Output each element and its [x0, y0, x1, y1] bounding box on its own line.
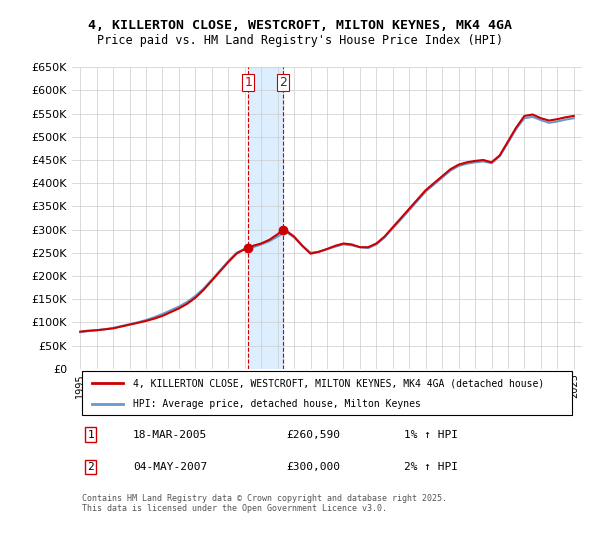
Text: 04-MAY-2007: 04-MAY-2007 [133, 462, 208, 472]
FancyBboxPatch shape [82, 371, 572, 416]
Text: £300,000: £300,000 [286, 462, 340, 472]
Text: 2: 2 [280, 76, 287, 89]
Text: 2% ↑ HPI: 2% ↑ HPI [404, 462, 458, 472]
Text: 1% ↑ HPI: 1% ↑ HPI [404, 430, 458, 440]
Text: 4, KILLERTON CLOSE, WESTCROFT, MILTON KEYNES, MK4 4GA: 4, KILLERTON CLOSE, WESTCROFT, MILTON KE… [88, 18, 512, 32]
Text: Price paid vs. HM Land Registry's House Price Index (HPI): Price paid vs. HM Land Registry's House … [97, 34, 503, 48]
Text: 1: 1 [88, 430, 94, 440]
Text: £260,590: £260,590 [286, 430, 340, 440]
Text: 1: 1 [244, 76, 252, 89]
Text: HPI: Average price, detached house, Milton Keynes: HPI: Average price, detached house, Milt… [133, 399, 421, 409]
Bar [248, 67, 283, 368]
Text: 2: 2 [88, 462, 94, 472]
Text: 4, KILLERTON CLOSE, WESTCROFT, MILTON KEYNES, MK4 4GA (detached house): 4, KILLERTON CLOSE, WESTCROFT, MILTON KE… [133, 378, 544, 388]
Text: Contains HM Land Registry data © Crown copyright and database right 2025.
This d: Contains HM Land Registry data © Crown c… [82, 494, 447, 514]
Text: 18-MAR-2005: 18-MAR-2005 [133, 430, 208, 440]
